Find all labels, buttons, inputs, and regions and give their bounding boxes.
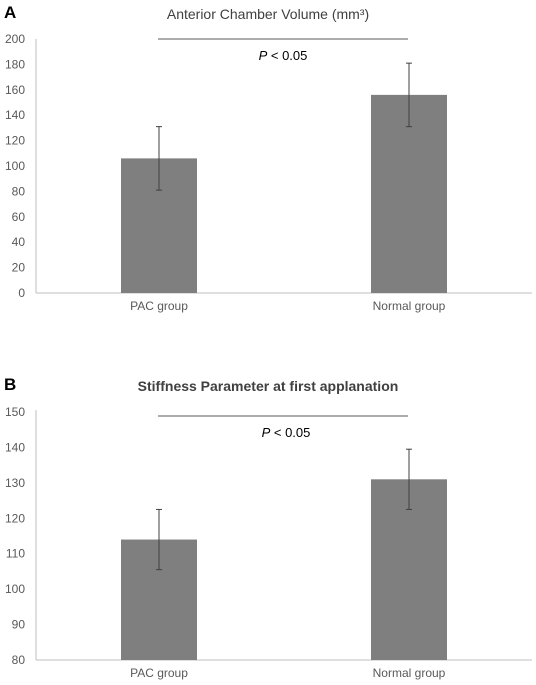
x-ticks: PAC group Normal group: [130, 666, 446, 680]
p-value: < 0.05: [267, 48, 307, 63]
y-tick-label: 110: [6, 547, 25, 561]
y-ticks: 0 20 40 60 80 100 120 140 160 180 200: [5, 32, 25, 300]
y-tick-label: 40: [12, 235, 26, 249]
error-bar: [406, 448, 412, 510]
y-tick-label: 140: [5, 440, 25, 454]
y-tick-label: 140: [5, 108, 25, 122]
y-tick-label: 200: [5, 32, 25, 46]
y-ticks: 80 90 100 110 120 130 140 150: [5, 405, 25, 667]
y-tick-label: 100: [5, 159, 25, 173]
bar: [371, 94, 447, 293]
chart-title: Stiffness Parameter at first applanation: [138, 378, 399, 394]
x-ticks: PAC group Normal group: [130, 299, 446, 313]
error-bar: [406, 62, 412, 128]
y-tick-label: 80: [12, 653, 26, 667]
panel-label: B: [4, 375, 16, 394]
y-tick-label: 180: [5, 57, 25, 71]
y-tick-label: 150: [5, 405, 25, 419]
error-bar: [156, 508, 162, 571]
error-bars: [156, 62, 412, 191]
error-bar: [156, 126, 162, 191]
p-symbol: P: [259, 48, 268, 63]
y-tick-label: 120: [5, 511, 25, 525]
chart-title: Anterior Chamber Volume (mm³): [167, 6, 369, 22]
y-tick-label: 90: [12, 618, 26, 632]
x-tick-label: PAC group: [130, 299, 188, 313]
x-tick-label: PAC group: [130, 666, 188, 680]
y-tick-label: 80: [12, 184, 26, 198]
y-tick-label: 160: [5, 83, 25, 97]
bars: [121, 94, 447, 293]
y-tick-label: 60: [12, 210, 26, 224]
y-tick-label: 100: [5, 582, 25, 596]
significance-label: P < 0.05: [259, 48, 308, 63]
chart-panel-b: B Stiffness Parameter at first applanati…: [4, 375, 532, 680]
chart-panel-a: A Anterior Chamber Volume (mm³) P < 0.05…: [4, 3, 532, 313]
y-tick-label: 130: [5, 476, 25, 490]
x-tick-label: Normal group: [373, 666, 446, 680]
x-tick-label: Normal group: [373, 299, 446, 313]
y-tick-label: 120: [5, 134, 25, 148]
p-symbol: P: [262, 425, 271, 440]
bars: [121, 479, 447, 660]
panel-label: A: [4, 3, 16, 22]
y-tick-label: 20: [12, 261, 26, 275]
p-value: < 0.05: [270, 425, 310, 440]
y-tick-label: 0: [18, 286, 25, 300]
error-bars: [156, 448, 412, 571]
significance-label: P < 0.05: [262, 425, 311, 440]
